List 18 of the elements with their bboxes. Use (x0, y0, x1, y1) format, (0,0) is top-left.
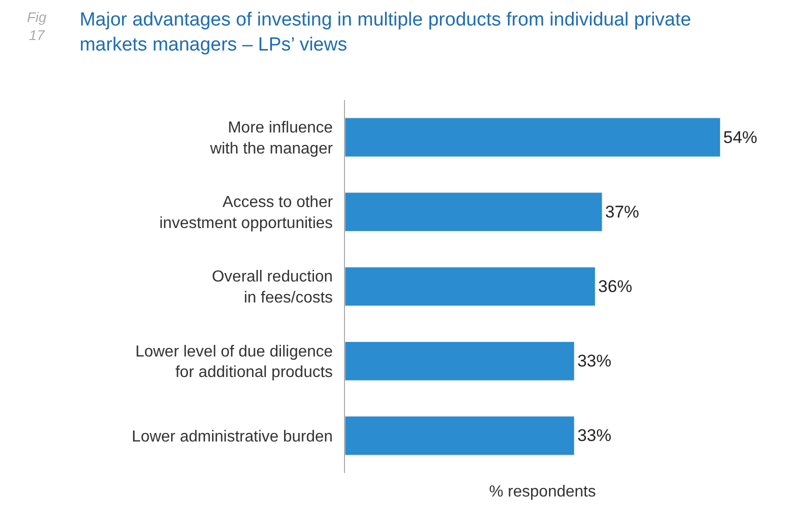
bar (345, 118, 720, 157)
caption: Fig 17 (27, 9, 47, 44)
y-tick-label: Lower level of due diligence for additional products (135, 343, 333, 382)
bar (345, 192, 602, 232)
data-label: 37% (605, 202, 640, 222)
data-label: 54% (723, 128, 758, 147)
y-tick-label: Overall reduction in fees/costs (212, 268, 333, 306)
bar (345, 416, 575, 456)
x-axis-title: % respondents (489, 484, 596, 501)
data-label: 33% (577, 352, 612, 371)
chart-title: Major advantages of investing in multiple products from individual private markets managers – LPs’ views (80, 10, 692, 56)
y-tick-label: Lower administrative burden (132, 428, 333, 446)
data-label: 36% (598, 277, 632, 296)
bar (345, 341, 575, 381)
data-label: 33% (577, 426, 612, 446)
y-tick-label: Access to other investment opportunities (159, 194, 334, 232)
bar (345, 266, 596, 306)
y-tick-label: More influence with the manager (209, 120, 334, 158)
